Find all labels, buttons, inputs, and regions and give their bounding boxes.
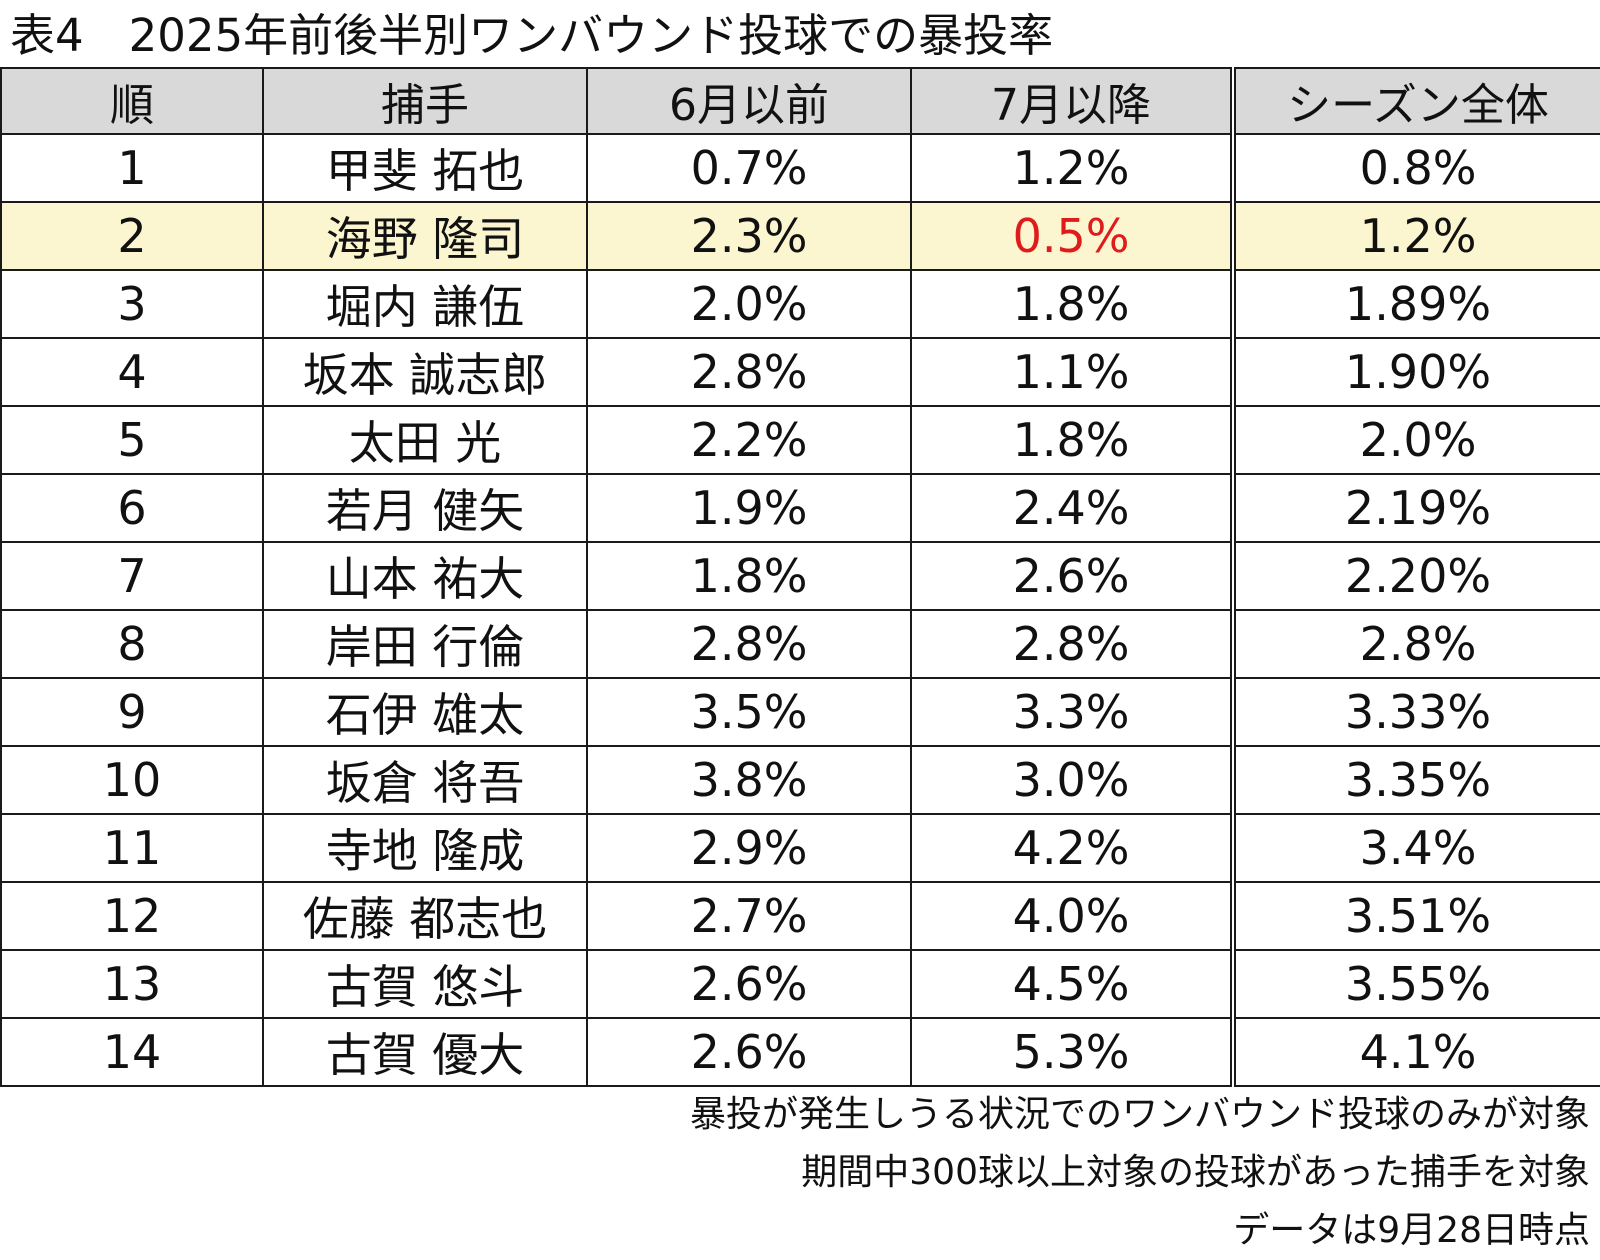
- catcher-cell: 若月 健矢: [262, 473, 588, 543]
- rank-cell: 4: [0, 337, 264, 407]
- after-july-cell: 2.8%: [910, 609, 1234, 679]
- table-row: 7 山本 祐大 1.8% 2.6% 2.20%: [0, 541, 1600, 611]
- column-header-catcher: 捕手: [262, 67, 588, 135]
- before-june-cell: 2.2%: [586, 405, 912, 475]
- before-june-cell: 2.3%: [586, 201, 912, 271]
- before-june-cell: 2.6%: [586, 949, 912, 1019]
- rank-cell: 9: [0, 677, 264, 747]
- footnote-data-date: データは9月28日時点: [1233, 1210, 1590, 1251]
- catcher-cell: 坂倉 将吾: [262, 745, 588, 815]
- catcher-cell: 山本 祐大: [262, 541, 588, 611]
- rank-cell: 8: [0, 609, 264, 679]
- season-total-cell: 2.0%: [1230, 405, 1600, 475]
- header-row: 順 捕手 6月以前 7月以降 シーズン全体: [0, 67, 1600, 135]
- catcher-cell: 坂本 誠志郎: [262, 337, 588, 407]
- column-header-season-total: シーズン全体: [1230, 67, 1600, 135]
- season-total-cell: 3.51%: [1230, 881, 1600, 951]
- table-row: 1 甲斐 拓也 0.7% 1.2% 0.8%: [0, 133, 1600, 203]
- after-july-cell: 4.5%: [910, 949, 1234, 1019]
- season-total-cell: 0.8%: [1230, 133, 1600, 203]
- table-title: 表4 2025年前後半別ワンバウンド投球での暴投率: [10, 9, 1054, 62]
- table-row: 11 寺地 隆成 2.9% 4.2% 3.4%: [0, 813, 1600, 883]
- footnote-target-situation: 暴投が発生しうる状況でのワンバウンド投球のみが対象: [689, 1094, 1590, 1135]
- before-june-cell: 3.5%: [586, 677, 912, 747]
- before-june-cell: 0.7%: [586, 133, 912, 203]
- season-total-cell: 3.55%: [1230, 949, 1600, 1019]
- after-july-cell: 2.4%: [910, 473, 1234, 543]
- after-july-cell: 3.0%: [910, 745, 1234, 815]
- table-row: 2 海野 隆司 2.3% 0.5% 1.2%: [0, 201, 1600, 271]
- after-july-cell: 1.2%: [910, 133, 1234, 203]
- table-row: 10 坂倉 将吾 3.8% 3.0% 3.35%: [0, 745, 1600, 815]
- catcher-cell: 古賀 優大: [262, 1017, 588, 1087]
- before-june-cell: 2.8%: [586, 337, 912, 407]
- table-row: 3 堀内 謙伍 2.0% 1.8% 1.89%: [0, 269, 1600, 339]
- column-header-rank: 順: [0, 67, 264, 135]
- rank-cell: 12: [0, 881, 264, 951]
- season-total-cell: 2.19%: [1230, 473, 1600, 543]
- catcher-cell: 石伊 雄太: [262, 677, 588, 747]
- after-july-cell: 1.8%: [910, 405, 1234, 475]
- season-total-cell: 1.90%: [1230, 337, 1600, 407]
- after-july-cell: 4.2%: [910, 813, 1234, 883]
- table-row: 14 古賀 優大 2.6% 5.3% 4.1%: [0, 1017, 1600, 1087]
- rank-cell: 14: [0, 1017, 264, 1087]
- before-june-cell: 2.0%: [586, 269, 912, 339]
- table-row: 5 太田 光 2.2% 1.8% 2.0%: [0, 405, 1600, 475]
- catcher-cell: 岸田 行倫: [262, 609, 588, 679]
- column-header-after-july: 7月以降: [910, 67, 1234, 135]
- season-total-cell: 2.20%: [1230, 541, 1600, 611]
- footnotes: 暴投が発生しうる状況でのワンバウンド投球のみが対象 期間中300球以上対象の投球…: [290, 1086, 1590, 1260]
- rank-cell: 6: [0, 473, 264, 543]
- table-row: 12 佐藤 都志也 2.7% 4.0% 3.51%: [0, 881, 1600, 951]
- table-row: 6 若月 健矢 1.9% 2.4% 2.19%: [0, 473, 1600, 543]
- season-total-cell: 2.8%: [1230, 609, 1600, 679]
- rank-cell: 11: [0, 813, 264, 883]
- before-june-cell: 2.6%: [586, 1017, 912, 1087]
- before-june-cell: 1.9%: [586, 473, 912, 543]
- rank-cell: 2: [0, 201, 264, 271]
- catcher-cell: 甲斐 拓也: [262, 133, 588, 203]
- after-july-cell: 1.1%: [910, 337, 1234, 407]
- table-row: 8 岸田 行倫 2.8% 2.8% 2.8%: [0, 609, 1600, 679]
- before-june-cell: 2.8%: [586, 609, 912, 679]
- table-body: 1 甲斐 拓也 0.7% 1.2% 0.8% 2 海野 隆司 2.3% 0.5% 1.2% 3 堀内 …: [0, 133, 1600, 1087]
- catcher-cell: 古賀 悠斗: [262, 949, 588, 1019]
- catcher-cell: 堀内 謙伍: [262, 269, 588, 339]
- after-july-cell: 4.0%: [910, 881, 1234, 951]
- season-total-cell: 1.2%: [1230, 201, 1600, 271]
- wild-pitch-rate-table: 順 捕手 6月以前 7月以降 シーズン全体 1 甲斐 拓也 0.7% 1.2% 0.8%…: [0, 67, 1600, 1087]
- catcher-cell: 太田 光: [262, 405, 588, 475]
- season-total-cell: 3.35%: [1230, 745, 1600, 815]
- season-total-cell: 3.33%: [1230, 677, 1600, 747]
- rank-cell: 1: [0, 133, 264, 203]
- table-row: 9 石伊 雄太 3.5% 3.3% 3.33%: [0, 677, 1600, 747]
- rank-cell: 3: [0, 269, 264, 339]
- rank-cell: 13: [0, 949, 264, 1019]
- rank-cell: 7: [0, 541, 264, 611]
- before-june-cell: 2.9%: [586, 813, 912, 883]
- column-header-before-june: 6月以前: [586, 67, 912, 135]
- rank-cell: 5: [0, 405, 264, 475]
- table-row: 13 古賀 悠斗 2.6% 4.5% 3.55%: [0, 949, 1600, 1019]
- rank-cell: 10: [0, 745, 264, 815]
- catcher-cell: 海野 隆司: [262, 201, 588, 271]
- before-june-cell: 2.7%: [586, 881, 912, 951]
- catcher-cell: 寺地 隆成: [262, 813, 588, 883]
- season-total-cell: 4.1%: [1230, 1017, 1600, 1087]
- season-total-cell: 3.4%: [1230, 813, 1600, 883]
- table-row: 4 坂本 誠志郎 2.8% 1.1% 1.90%: [0, 337, 1600, 407]
- after-july-cell: 2.6%: [910, 541, 1234, 611]
- after-july-cell: 0.5%: [910, 201, 1234, 271]
- footnote-min-pitches: 期間中300球以上対象の投球があった捕手を対象: [801, 1152, 1590, 1193]
- before-june-cell: 3.8%: [586, 745, 912, 815]
- season-total-cell: 1.89%: [1230, 269, 1600, 339]
- catcher-cell: 佐藤 都志也: [262, 881, 588, 951]
- after-july-cell: 3.3%: [910, 677, 1234, 747]
- before-june-cell: 1.8%: [586, 541, 912, 611]
- after-july-cell: 1.8%: [910, 269, 1234, 339]
- after-july-cell: 5.3%: [910, 1017, 1234, 1087]
